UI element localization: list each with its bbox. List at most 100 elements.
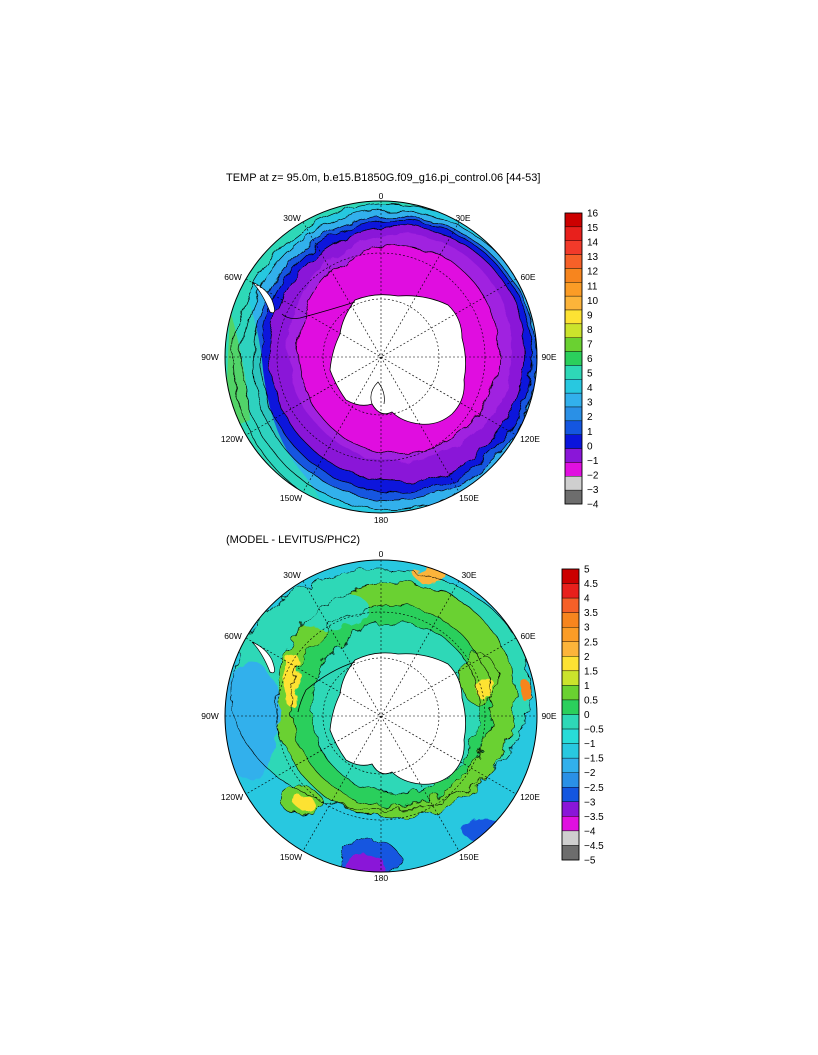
colorbar-bottom-label: −5 [584,856,596,867]
colorbar-bottom-label: 2.5 [584,637,598,648]
colorbar-bottom-swatch [561,757,580,773]
colorbar-top-label: 14 [587,238,599,249]
colorbar-top-swatch [564,392,583,408]
colorbar-top-swatch [564,254,583,269]
map-frame-bottom [224,559,538,873]
lon-label-0: 0 [379,191,384,201]
colorbar-bottom-label: −4 [584,826,596,837]
colorbar-top-swatch [564,434,583,449]
colorbar-top-label: 9 [587,310,593,321]
colorbar-bottom-label: 0.5 [584,695,598,706]
colorbar-top-label: −4 [587,500,599,511]
colorbar-top-swatch [564,240,583,255]
colorbar-top-label: 5 [587,369,593,380]
colorbar-top-label: 13 [587,252,599,263]
colorbar-bottom-swatch [561,641,580,657]
lon-label-90e: 90E [541,352,556,362]
colorbar-top-label: 11 [587,281,598,292]
lon-label-150w: 150W [280,493,302,503]
colorbar-top-label: 6 [587,354,593,365]
temperature-bias-field [225,560,537,872]
colorbar-bottom: 5 4.5 4 3.5 3 2.5 2 1.5 1 0.5 0 −0.5 −1 −1.5 −2 −2.5 −3 −… [561,565,604,867]
colorbar-bottom-swatch [561,787,580,803]
colorbar-top-swatch [564,365,583,380]
colorbar-top-swatch [564,351,583,366]
lon-label-180-b: 180 [374,873,388,883]
colorbar-bottom-label: 0 [584,710,590,721]
lon-label-180: 180 [374,515,388,525]
lon-label-30w: 30W [283,213,300,223]
temperature-field-top [225,201,537,513]
colorbar-bottom-label: 3.5 [584,608,598,619]
colorbar-bottom-swatch [561,627,580,642]
colorbar-top-swatch [564,420,583,435]
lon-label-60e: 60E [520,272,535,282]
colorbar-bottom-label: −2 [584,768,596,779]
colorbar-bottom-label: −3 [584,797,596,808]
lon-label-60w: 60W [224,272,241,282]
colorbar-top-label: −3 [587,485,599,496]
colorbar-bottom-label: 3 [584,623,590,634]
lon-label-30e-b: 30E [461,570,476,580]
lon-label-90w: 90W [201,352,218,362]
colorbar-bottom-swatch [561,656,580,672]
lon-label-120e-b: 120E [520,792,540,802]
colorbar-bottom-swatch [561,670,580,686]
lon-label-60e-b: 60E [520,631,535,641]
lon-label-60w-b: 60W [224,631,241,641]
colorbar-bottom-label: −1.5 [584,754,604,765]
colorbar-top-label: 15 [587,223,599,234]
colorbar-bottom-frame [561,568,580,861]
map-title-bottom: (MODEL - LEVITUS/PHC2) [226,534,361,546]
lon-label-120e: 120E [520,434,540,444]
colorbar-bottom-swatch [561,583,580,599]
colorbar-top-swatch [564,379,583,394]
colorbar-top-swatch [564,489,583,505]
colorbar-top-label: 1 [587,427,593,438]
lon-label-150w-b: 150W [280,852,302,862]
colorbar-bottom-swatch [561,612,580,628]
map-frame-top [224,200,538,514]
map-title-top: TEMP at z= 95.0m, b.e15.B1850G.f09_g16.p… [226,172,541,184]
colorbar-bottom-label: 1.5 [584,666,598,677]
colorbar-top-swatch [564,337,583,352]
colorbar-bottom-swatch [561,699,580,715]
colorbar-top-swatch [564,295,583,311]
colorbar-bottom-label: 1 [584,681,590,692]
map-bottom: 0 30E 60E 90E 120E 150E 180 150W 120W 90… [201,549,557,883]
colorbar-top-swatch [564,282,583,297]
colorbar-bottom-label: 4.5 [584,579,598,590]
colorbar-bottom-label: 4 [584,594,590,605]
colorbar-top-swatch [564,212,583,228]
lon-label-120w-b: 120W [221,792,243,802]
colorbar-top-swatch [564,226,583,241]
map-top: 0 30E 60E 90E 120E 150E 180 150W 120W 90… [201,191,557,525]
colorbar-top-swatch [564,323,583,338]
colorbar-top-swatch [564,406,583,422]
colorbar-top-swatch [564,309,583,325]
colorbar-bottom-label: −2.5 [584,783,604,794]
colorbar-top-swatch [564,448,583,463]
colorbar-top-frame [564,212,583,505]
colorbar-top-label: −2 [587,470,599,481]
colorbar-bottom-label: −1 [584,739,596,750]
colorbar-top-swatch [564,476,583,491]
colorbar-bottom-swatch [561,685,580,701]
colorbar-bottom-label: −4.5 [584,841,604,852]
colorbar-top-label: 4 [587,383,593,394]
colorbar-bottom-swatch [561,743,580,759]
lon-label-30e: 30E [455,213,470,223]
lon-label-90w-b: 90W [201,711,218,721]
colorbar-top-swatch [564,268,583,283]
antarctica-bottom [329,652,466,785]
colorbar-top-swatch [564,462,583,477]
colorbar-top-label: 0 [587,441,593,452]
colorbar-bottom-label: 5 [584,565,590,576]
colorbar-bottom-label: 2 [584,652,590,663]
colorbar-bottom-swatch [561,714,580,730]
lon-label-150e-b: 150E [459,852,479,862]
colorbar-top-label: 16 [587,209,599,220]
colorbar-bottom-label: −3.5 [584,812,604,823]
colorbar-top-label: 10 [587,296,599,307]
